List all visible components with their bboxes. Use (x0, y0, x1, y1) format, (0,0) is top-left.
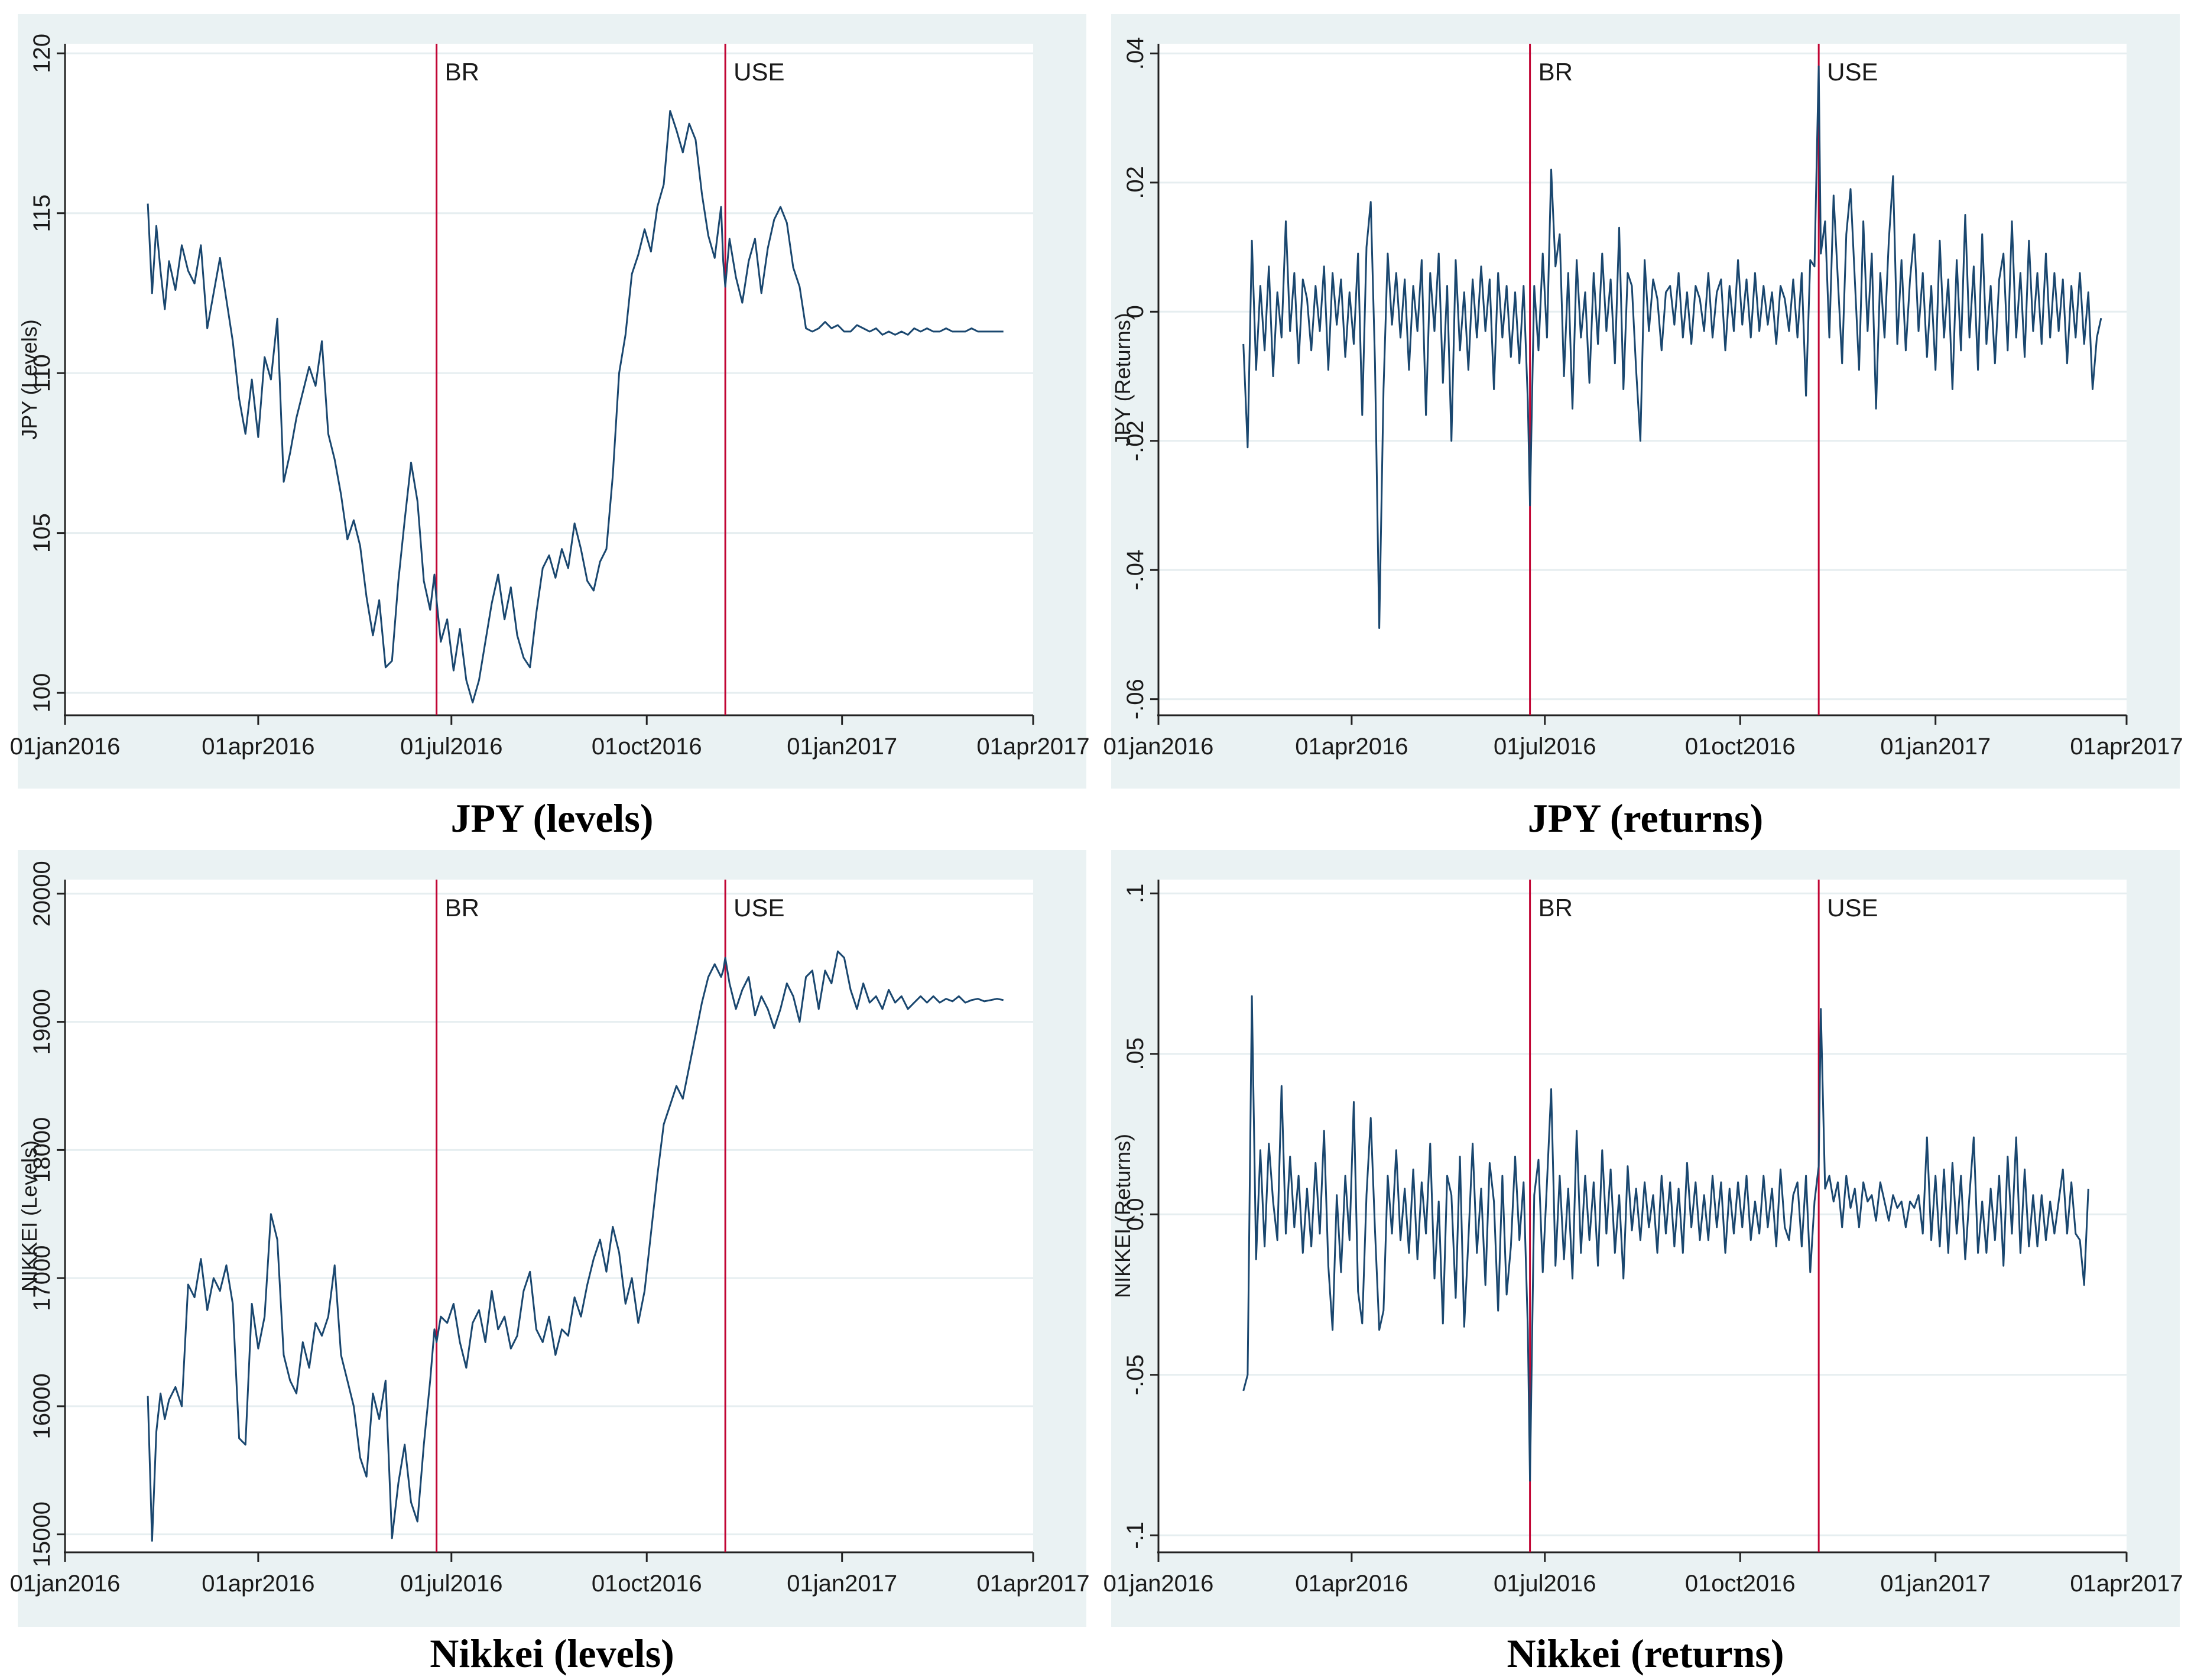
y-tick-label: 0.0 (1122, 1198, 1148, 1231)
series-line (1242, 995, 2089, 1482)
event-label-br: BR (445, 894, 479, 922)
y-tick-label: 100 (29, 673, 55, 713)
x-tick-label: 01jan2016 (10, 734, 121, 760)
y-tick-label: -.05 (1122, 1354, 1148, 1395)
x-tick-label: 01apr2016 (1295, 734, 1408, 760)
x-tick-label: 01jul2016 (400, 1571, 503, 1597)
y-tick-label: 105 (29, 513, 55, 553)
x-tick-label: 01jan2017 (1880, 734, 1991, 760)
y-tick-label: 120 (29, 34, 55, 73)
chart-jpy-levels: 100 105 110 115 120 01jan2016 01apr2016 01jul20… (10, 34, 1090, 760)
y-tick-label: .02 (1122, 166, 1148, 199)
event-label-use: USE (1827, 894, 1878, 922)
y-tick-label: -.1 (1122, 1522, 1148, 1549)
y-tick-label: 110 (29, 354, 55, 392)
x-tick-label: 01jul2016 (1494, 734, 1596, 760)
y-axis-title: JPY (Levels) (17, 319, 41, 439)
event-label-br: BR (1538, 58, 1573, 86)
x-tick-label: 01jul2016 (1494, 1571, 1596, 1597)
series-line (1242, 65, 2102, 629)
event-label-br: BR (1538, 894, 1573, 922)
plot-area (65, 880, 1033, 1552)
x-tick-label: 01apr2017 (2070, 734, 2183, 760)
y-tick-label: 20000 (29, 861, 55, 926)
event-label-use: USE (733, 894, 784, 922)
y-tick-label: .1 (1122, 884, 1148, 903)
y-axis-title: NIKKEI (Returns) (1111, 1134, 1135, 1298)
chart-nikkei-returns: -.1 -.05 0.0 .05 .1 01jan2016 01apr2016 01jul20… (1103, 880, 2183, 1597)
caption-nikkei-levels: Nikkei (levels) (430, 1631, 674, 1676)
x-tick-label: 01apr2017 (2070, 1571, 2183, 1597)
caption-jpy-levels: JPY (levels) (450, 796, 654, 841)
event-label-br: BR (445, 58, 479, 86)
x-tick-label: 01oct2016 (1685, 734, 1796, 760)
x-tick-label: 01apr2017 (976, 1571, 1089, 1597)
y-tick-label: 18000 (29, 1117, 55, 1183)
event-label-use: USE (733, 58, 784, 86)
y-axis-title: JPY (Returns) (1111, 313, 1135, 446)
y-tick-label: -.06 (1122, 679, 1148, 719)
y-tick-label: 19000 (29, 989, 55, 1055)
event-label-use: USE (1827, 58, 1878, 86)
y-tick-label: 0 (1122, 305, 1148, 318)
series-line (147, 950, 1004, 1542)
y-tick-label: .05 (1122, 1037, 1148, 1071)
y-tick-label: 115 (29, 194, 55, 232)
y-axis-title: NIKKEI (Levels) (17, 1140, 41, 1292)
x-tick-label: 01jan2017 (787, 734, 897, 760)
x-tick-label: 01jan2016 (10, 1571, 121, 1597)
caption-nikkei-returns: Nikkei (returns) (1507, 1631, 1784, 1676)
x-tick-label: 01oct2016 (592, 734, 702, 760)
x-tick-label: 01jan2017 (1880, 1571, 1991, 1597)
y-tick-label: 16000 (29, 1373, 55, 1439)
x-tick-label: 01jul2016 (400, 734, 503, 760)
chart-nikkei-levels: 15000 16000 17000 18000 19000 20000 01jan2016 0… (10, 861, 1090, 1597)
y-tick-label: .04 (1122, 37, 1148, 70)
x-tick-label: 01oct2016 (592, 1571, 702, 1597)
x-tick-label: 01jan2016 (1103, 1571, 1214, 1597)
y-tick-label: 17000 (29, 1246, 55, 1311)
x-tick-label: 01apr2016 (202, 1571, 314, 1597)
plot-area (65, 44, 1033, 715)
x-tick-label: 01oct2016 (1685, 1571, 1796, 1597)
x-tick-label: 01jan2017 (787, 1571, 897, 1597)
series-line (147, 110, 1004, 703)
y-tick-label: -.02 (1122, 420, 1148, 461)
x-tick-label: 01apr2016 (202, 734, 314, 760)
x-tick-label: 01apr2017 (976, 734, 1089, 760)
x-tick-label: 01apr2016 (1295, 1571, 1408, 1597)
x-tick-label: 01jan2016 (1103, 734, 1214, 760)
chart-jpy-returns: -.06 -.04 -.02 0 .02 .04 01jan2016 01apr2016 01j… (1103, 37, 2183, 760)
y-tick-label: 15000 (29, 1501, 55, 1567)
caption-jpy-returns: JPY (returns) (1527, 796, 1764, 841)
y-tick-label: -.04 (1122, 550, 1148, 591)
